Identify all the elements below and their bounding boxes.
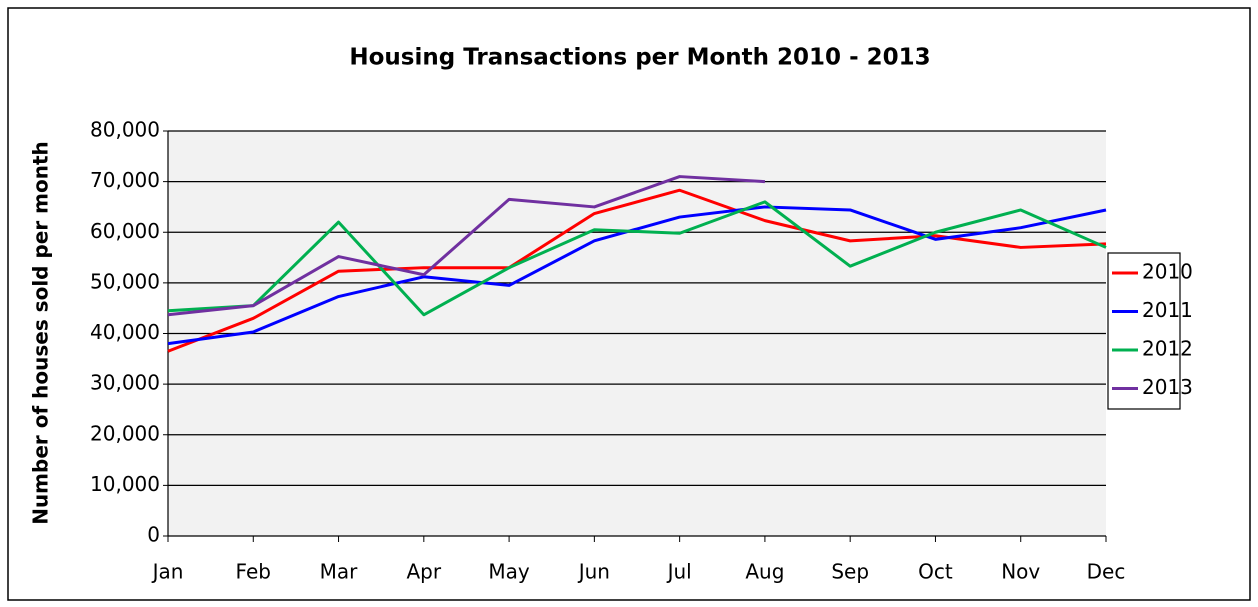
x-tick-label: Jun (577, 560, 610, 584)
y-tick-label: 70,000 (90, 168, 160, 192)
series-line (167, 200, 1107, 317)
legend-box (1107, 252, 1181, 410)
y-tick-label: 30,000 (90, 371, 160, 395)
x-tick-label: Aug (745, 560, 784, 584)
series-line (167, 205, 1107, 346)
legend-label: 2010 (1142, 260, 1193, 284)
x-tick-label: Dec (1087, 560, 1126, 584)
x-tick-label: Feb (236, 560, 271, 584)
y-tick-label: 40,000 (90, 320, 160, 344)
x-tick-label: Oct (918, 560, 953, 584)
x-tick-label: May (488, 560, 530, 584)
series-line (167, 175, 765, 317)
legend-label: 2012 (1142, 337, 1193, 361)
x-tick-label: Jan (151, 560, 184, 584)
y-tick-label: 10,000 (90, 472, 160, 496)
y-tick-label: 0 (147, 523, 160, 547)
chart-title: Housing Transactions per Month 2010 - 20… (349, 45, 930, 71)
y-axis-title: Number of houses sold per month (29, 141, 53, 525)
x-tick-label: Jul (666, 560, 692, 584)
y-tick-label: 80,000 (90, 118, 160, 142)
x-tick-label: Sep (831, 560, 869, 584)
legend-label: 2013 (1142, 375, 1193, 399)
y-tick-label: 50,000 (90, 269, 160, 293)
x-tick-label: Nov (1001, 560, 1040, 584)
legend-label: 2011 (1142, 298, 1193, 322)
x-tick-label: Apr (407, 560, 442, 584)
y-tick-label: 20,000 (90, 421, 160, 445)
y-tick-label: 60,000 (90, 219, 160, 243)
x-tick-label: Mar (320, 560, 359, 584)
